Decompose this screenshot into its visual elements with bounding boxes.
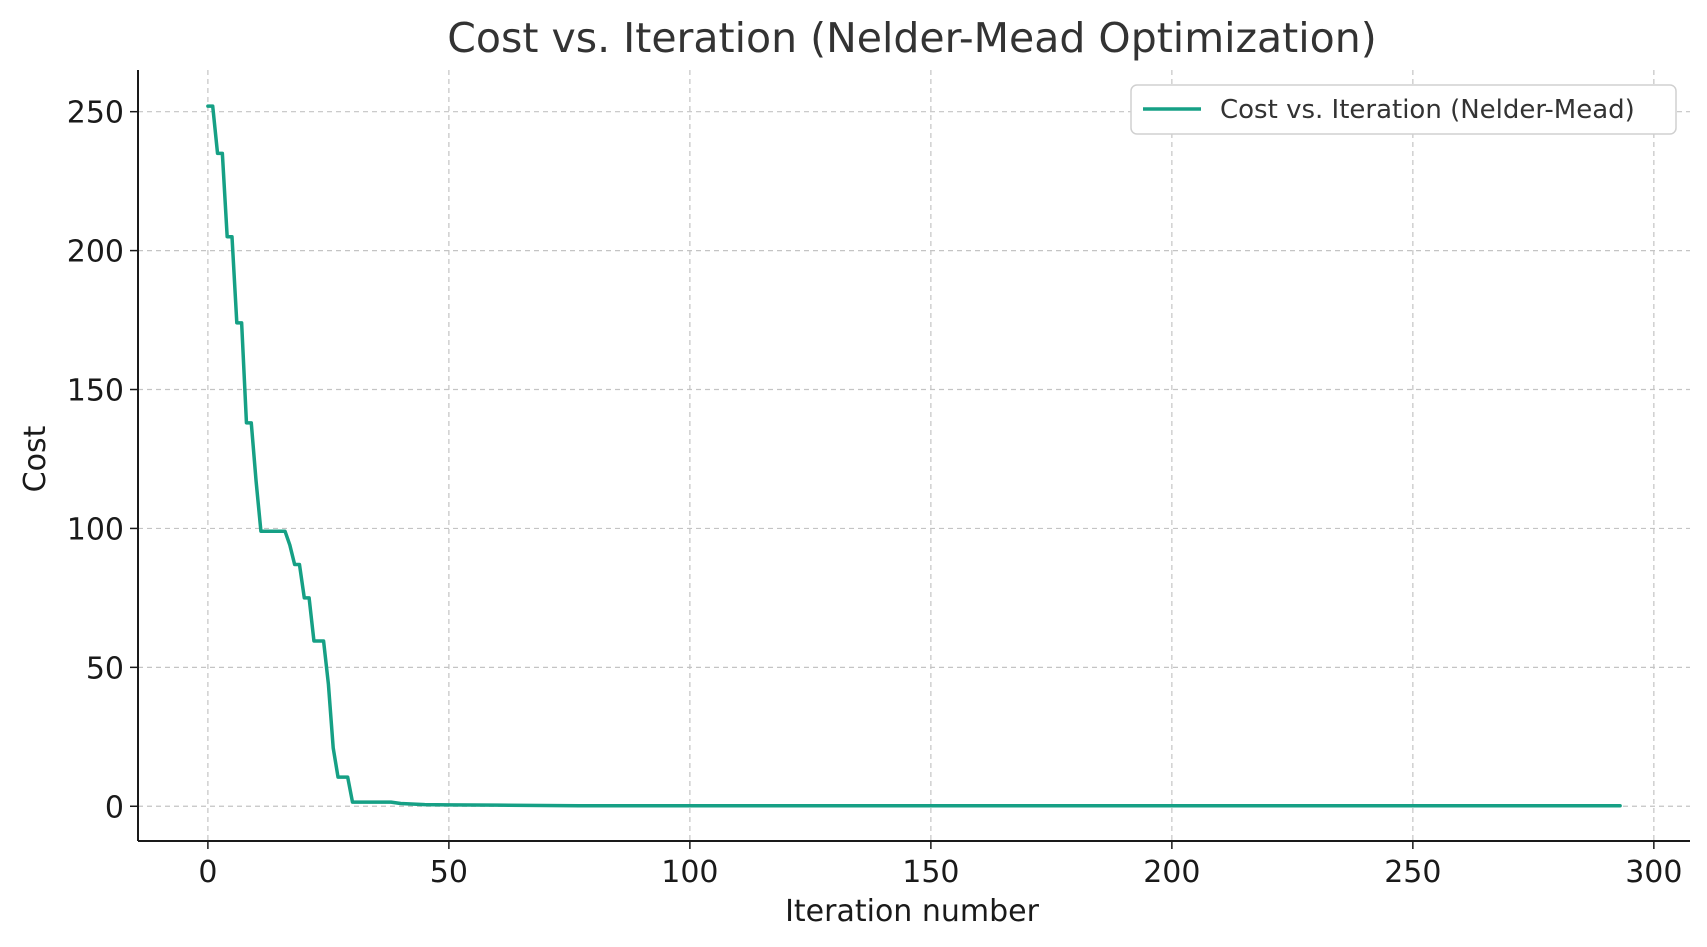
tick-labels: 0 50 100 150 200 250 300 0 50 100 150 200 250 [67, 96, 1683, 890]
y-tick-label: 200 [67, 235, 124, 270]
x-tick-label: 300 [1625, 855, 1682, 890]
y-tick-label: 250 [67, 96, 124, 131]
x-tick-label: 150 [902, 855, 959, 890]
y-tick-label: 150 [67, 374, 124, 409]
y-tick-label: 0 [105, 790, 124, 825]
y-tick-label: 100 [67, 512, 124, 547]
y-tick-label: 50 [86, 651, 124, 686]
x-tick-label: 50 [430, 855, 468, 890]
x-axis-label: Iteration number [785, 894, 1040, 929]
legend-entry-label: Cost vs. Iteration (Nelder-Mead) [1220, 95, 1635, 125]
series-line [206, 104, 1622, 808]
series-layer [206, 104, 1622, 808]
y-axis-label: Cost [18, 425, 53, 492]
x-tick-label: 0 [198, 855, 217, 890]
x-tick-label: 250 [1384, 855, 1441, 890]
legend-box [1130, 84, 1677, 135]
chart-title: Cost vs. Iteration (Nelder-Mead Optimiza… [447, 14, 1376, 62]
legend: Cost vs. Iteration (Nelder-Mead) [1130, 84, 1677, 135]
x-tick-label: 100 [661, 855, 718, 890]
x-tick-label: 200 [1143, 855, 1200, 890]
axes [130, 70, 1690, 849]
